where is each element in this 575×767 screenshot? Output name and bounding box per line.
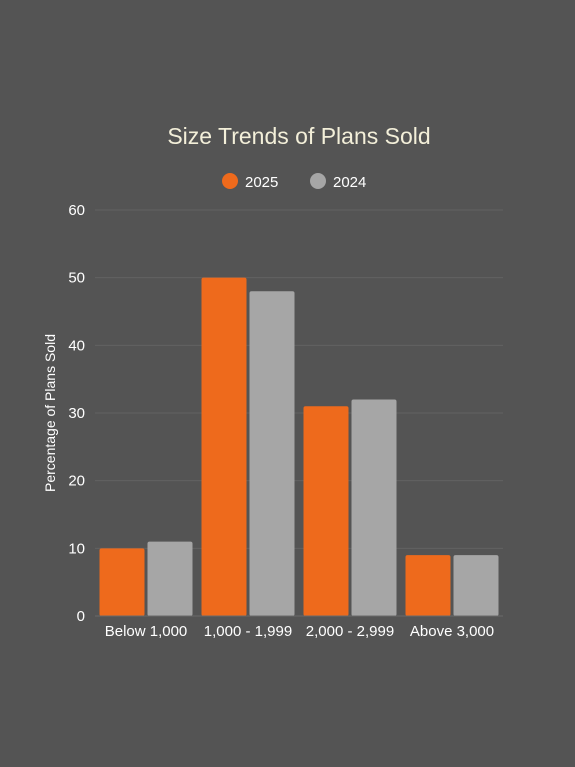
y-tick-label: 10 <box>68 540 85 557</box>
bars <box>99 277 499 616</box>
y-tick-label: 50 <box>68 270 85 287</box>
bar-2024-3 <box>351 399 397 616</box>
x-tick-label: Below 1,000 <box>105 623 188 640</box>
bar-2024-1 <box>147 541 193 616</box>
y-tick-label: 20 <box>68 473 85 490</box>
bar-2025-3 <box>303 406 349 616</box>
y-tick-label: 60 <box>68 202 85 219</box>
legend-label-2025: 2025 <box>245 174 278 191</box>
bar-2024-2 <box>249 291 295 616</box>
y-tick-label: 30 <box>68 405 85 422</box>
y-tick-label: 40 <box>68 337 85 354</box>
x-axis-ticks: Below 1,000 1,000 - 1,999 2,000 - 2,999 Abo… <box>105 623 494 640</box>
bar-2025-1 <box>99 548 145 616</box>
x-tick-label: 2,000 - 2,999 <box>306 623 394 640</box>
legend-label-2024: 2024 <box>333 174 366 191</box>
legend-swatch-2025 <box>222 173 238 189</box>
chart-title: Size Trends of Plans Sold <box>167 123 430 149</box>
legend-swatch-2024 <box>310 173 326 189</box>
y-axis-ticks: 0 10 20 30 40 50 60 <box>68 202 85 625</box>
y-tick-label: 0 <box>77 608 85 625</box>
bar-2024-4 <box>453 555 499 616</box>
x-tick-label: 1,000 - 1,999 <box>204 623 292 640</box>
y-axis-label: Percentage of Plans Sold <box>42 334 58 492</box>
x-tick-label: Above 3,000 <box>410 623 494 640</box>
gridlines <box>95 209 503 549</box>
bar-2025-2 <box>201 277 247 616</box>
legend: 2025 2024 <box>222 173 366 191</box>
bar-2025-4 <box>405 555 451 616</box>
